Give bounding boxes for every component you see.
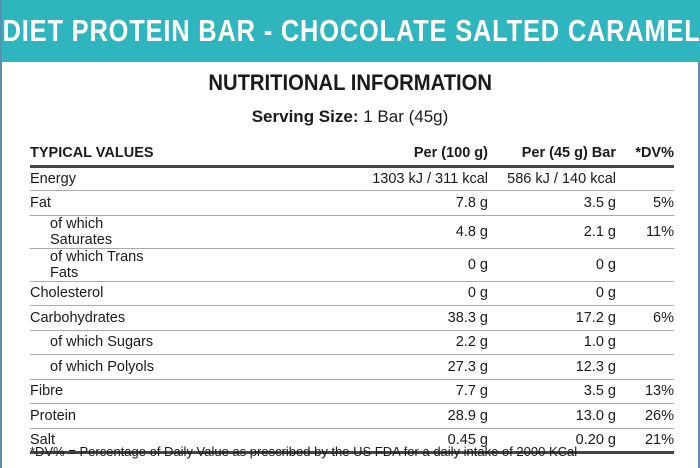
table-row: Fat 7.8 g 3.5 g 5% bbox=[30, 190, 674, 216]
serving-size: Serving Size: 1 Bar (45g) bbox=[2, 107, 698, 127]
table-row: of which Sugars 2.2 g 1.0 g bbox=[30, 330, 674, 355]
value-per-100g: 0 g bbox=[158, 248, 488, 282]
value-dv: 6% bbox=[616, 305, 674, 331]
nutrient-name: of which Saturates bbox=[30, 215, 158, 249]
value-per-bar: 0 g bbox=[488, 248, 616, 282]
table-row: Fibre 7.7 g 3.5 g 13% bbox=[30, 379, 674, 404]
value-dv: 5% bbox=[616, 190, 674, 216]
section-title-text: NUTRITIONAL INFORMATION bbox=[208, 70, 492, 95]
nutrient-name: Fibre bbox=[30, 379, 158, 404]
value-per-100g: 38.3 g bbox=[158, 305, 488, 331]
value-dv bbox=[616, 166, 674, 191]
nutrient-name: Energy bbox=[30, 166, 158, 191]
table-row: Carbohydrates 38.3 g 17.2 g 6% bbox=[30, 305, 674, 331]
table-header: TYPICAL VALUES Per (100 g) Per (45 g) Ba… bbox=[30, 142, 674, 168]
value-dv bbox=[616, 354, 674, 380]
value-dv: 11% bbox=[616, 215, 674, 249]
value-per-100g: 2.2 g bbox=[158, 330, 488, 355]
table-row: Energy 1303 kJ / 311 kcal 586 kJ / 140 kca… bbox=[30, 166, 674, 191]
col-typical-values: TYPICAL VALUES bbox=[30, 142, 158, 168]
table-row: of which Polyols 27.3 g 12.3 g bbox=[30, 354, 674, 380]
value-per-100g: 28.9 g bbox=[158, 403, 488, 429]
value-per-bar: 2.1 g bbox=[488, 215, 616, 249]
col-per-100g: Per (100 g) bbox=[158, 142, 488, 168]
value-per-bar: 17.2 g bbox=[488, 305, 616, 331]
value-dv bbox=[616, 330, 674, 355]
value-dv: 13% bbox=[616, 379, 674, 404]
value-per-bar: 12.3 g bbox=[488, 354, 616, 380]
value-per-bar: 3.5 g bbox=[488, 190, 616, 216]
footnote: *DV% = Percentage of Daily Value as pres… bbox=[30, 444, 578, 459]
table-row: Protein 28.9 g 13.0 g 26% bbox=[30, 403, 674, 429]
nutrition-table: TYPICAL VALUES Per (100 g) Per (45 g) Ba… bbox=[30, 142, 674, 454]
value-per-bar: 13.0 g bbox=[488, 403, 616, 429]
nutrient-name: of which Trans Fats bbox=[30, 248, 158, 282]
value-dv bbox=[616, 281, 674, 306]
nutrient-name: Salt bbox=[30, 428, 158, 454]
value-per-100g: 0.45 g bbox=[158, 428, 488, 454]
value-dv: 26% bbox=[616, 403, 674, 429]
product-banner: DIET PROTEIN BAR - CHOCOLATE SALTED CARA… bbox=[2, 0, 700, 62]
value-per-bar: 586 kJ / 140 kcal bbox=[488, 166, 616, 191]
product-title: DIET PROTEIN BAR - CHOCOLATE SALTED CARA… bbox=[2, 13, 700, 48]
nutrient-name: Carbohydrates bbox=[30, 305, 158, 331]
nutrient-name: of which Sugars bbox=[30, 330, 158, 355]
nutrient-name: Cholesterol bbox=[30, 281, 158, 306]
value-per-100g: 0 g bbox=[158, 281, 488, 306]
serving-value: 1 Bar (45g) bbox=[363, 107, 449, 126]
value-per-bar: 0.20 g bbox=[488, 428, 616, 454]
value-dv: 21% bbox=[616, 428, 674, 454]
value-dv bbox=[616, 248, 674, 282]
serving-label: Serving Size: bbox=[251, 107, 359, 126]
nutrient-name: of which Polyols bbox=[30, 354, 158, 380]
value-per-100g: 27.3 g bbox=[158, 354, 488, 380]
value-per-bar: 0 g bbox=[488, 281, 616, 306]
table-row: of which Saturates 4.8 g 2.1 g 11% bbox=[30, 215, 674, 249]
table-row: Salt 0.45 g 0.20 g 21% bbox=[30, 428, 674, 454]
value-per-100g: 7.8 g bbox=[158, 190, 488, 216]
nutrient-name: Protein bbox=[30, 403, 158, 429]
value-per-bar: 1.0 g bbox=[488, 330, 616, 355]
value-per-100g: 7.7 g bbox=[158, 379, 488, 404]
value-per-100g: 1303 kJ / 311 kcal bbox=[158, 166, 488, 191]
section-title: NUTRITIONAL INFORMATION bbox=[2, 70, 698, 96]
nutrient-name: Fat bbox=[30, 190, 158, 216]
col-per-bar: Per (45 g) Bar bbox=[488, 142, 616, 168]
value-per-100g: 4.8 g bbox=[158, 215, 488, 249]
value-per-bar: 3.5 g bbox=[488, 379, 616, 404]
col-dv: *DV% bbox=[616, 142, 674, 168]
